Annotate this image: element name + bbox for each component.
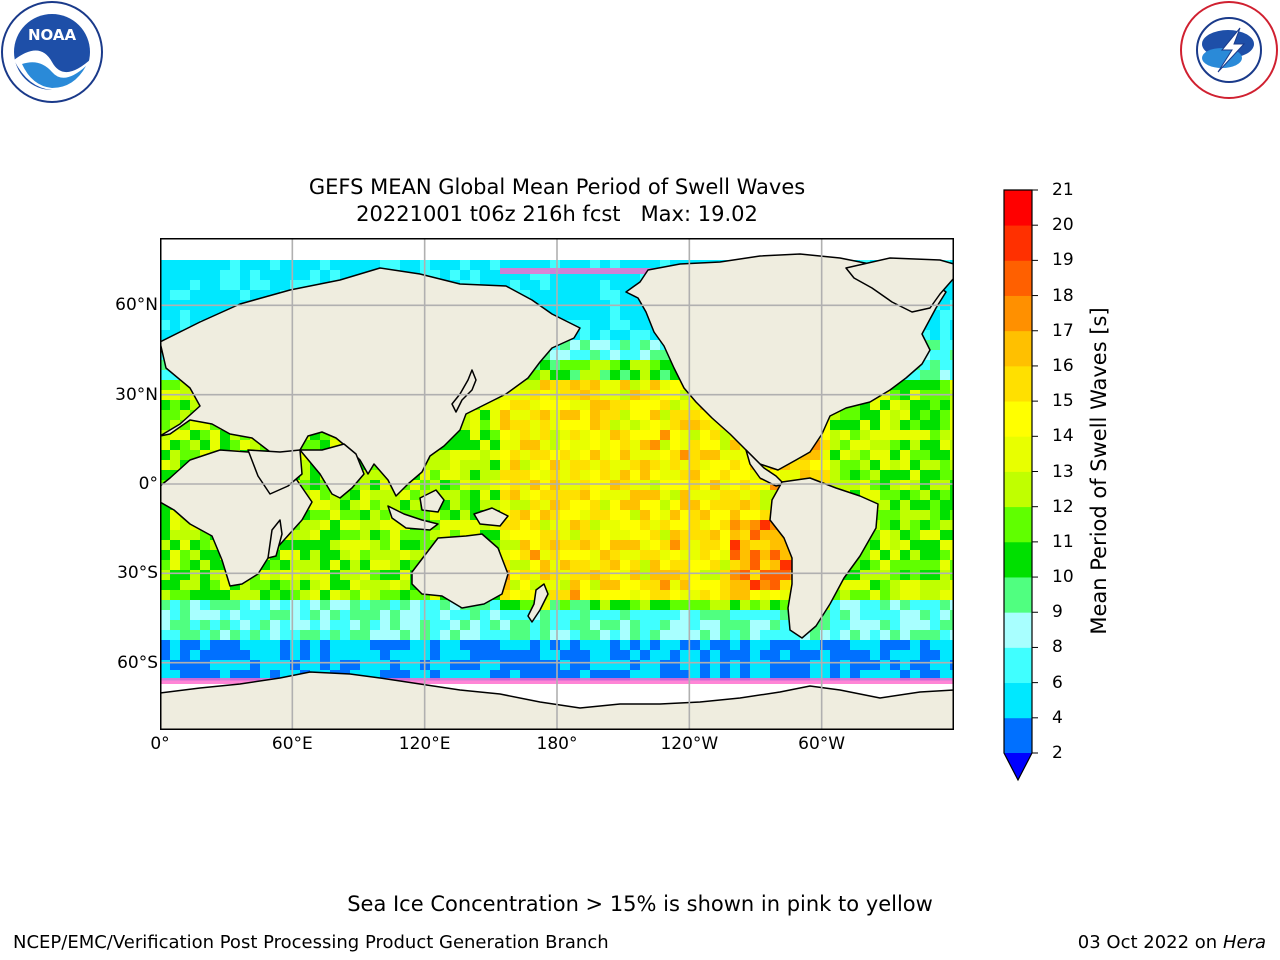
colorbar-tick-label: 14 xyxy=(1052,426,1074,447)
colorbar-under-extension xyxy=(1004,753,1032,780)
colorbar-segment xyxy=(1004,647,1032,684)
colorbar-tick-label: 6 xyxy=(1052,672,1063,693)
lon-tick-label: 120°W xyxy=(660,734,719,754)
colorbar-segment xyxy=(1004,577,1032,613)
swell-period-map xyxy=(160,238,954,730)
land-antarctica xyxy=(160,671,954,730)
colorbar-segment xyxy=(1004,471,1032,508)
colorbar-tick-label: 13 xyxy=(1052,461,1074,482)
lon-tick-label: 180° xyxy=(536,734,578,754)
colorbar-segment xyxy=(1004,506,1032,543)
colorbar-segment xyxy=(1004,330,1032,367)
lon-tick-label: 60°E xyxy=(271,734,313,754)
colorbar-segment xyxy=(1004,612,1032,648)
footer-date: 03 Oct 2022 on Hera xyxy=(1078,932,1266,954)
colorbar-segment xyxy=(1004,295,1032,332)
colorbar-tick-label: 21 xyxy=(1052,180,1074,200)
land-south-america xyxy=(769,477,879,639)
colorbar-segment xyxy=(1004,260,1032,296)
colorbar-segment xyxy=(1004,365,1032,402)
colorbar-tick-label: 19 xyxy=(1052,250,1074,271)
colorbar-tick-label: 10 xyxy=(1052,567,1074,588)
colorbar-tick-label: 8 xyxy=(1052,637,1063,658)
sea-ice-note: Sea Ice Concentration > 15% is shown in … xyxy=(347,892,933,916)
land-arabia xyxy=(247,449,303,495)
colorbar-segment xyxy=(1004,190,1032,226)
land-masses xyxy=(160,253,954,730)
colorbar xyxy=(1003,189,1038,782)
lon-tick-label: 120°E xyxy=(398,734,451,754)
footer-date-text: 03 Oct 2022 on xyxy=(1077,932,1223,953)
noaa-logo: NOAA xyxy=(0,0,104,104)
colorbar-tick-label: 12 xyxy=(1052,496,1074,517)
colorbar-segment xyxy=(1004,436,1032,472)
map-frame xyxy=(160,238,954,730)
land-australia xyxy=(411,533,509,609)
land-madagascar xyxy=(267,519,283,559)
lat-tick-label: 60°S xyxy=(117,652,158,673)
footer-machine: Hera xyxy=(1222,932,1266,953)
colorbar-segment xyxy=(1004,541,1032,578)
colorbar-tick-label: 20 xyxy=(1052,215,1074,236)
lat-tick-label: 30°S xyxy=(117,563,158,584)
colorbar-tick-label: 18 xyxy=(1052,285,1074,306)
land-japan xyxy=(451,369,477,413)
colorbar-segment xyxy=(1004,717,1032,754)
land-new-zealand xyxy=(527,583,549,623)
colorbar-tick-label: 9 xyxy=(1052,602,1063,623)
colorbar-tick-label: 16 xyxy=(1052,355,1074,376)
footer-branch: NCEP/EMC/Verification Post Processing Pr… xyxy=(13,932,609,953)
noaa-logo-text: NOAA xyxy=(28,26,77,44)
lon-tick-label: 0° xyxy=(150,734,170,754)
colorbar-tick-label: 11 xyxy=(1052,531,1074,552)
land-eurasia xyxy=(160,267,581,497)
colorbar-segment xyxy=(1004,401,1032,437)
land-borneo xyxy=(419,489,445,513)
lon-tick-label: 60°W xyxy=(798,734,846,754)
land-new-guinea xyxy=(473,507,509,527)
map-title: GEFS MEAN Global Mean Period of Swell Wa… xyxy=(308,175,806,199)
nws-logo xyxy=(1178,0,1280,100)
colorbar-tick-label: 15 xyxy=(1052,391,1074,412)
land-greenland xyxy=(845,257,954,313)
lat-tick-label: 0° xyxy=(138,474,158,494)
colorbar-segment xyxy=(1004,225,1032,261)
colorbar-tick-label: 4 xyxy=(1052,707,1063,728)
colorbar-label-text: Mean Period of Swell Waves [s] xyxy=(1087,307,1111,635)
land-indonesia xyxy=(387,505,439,531)
lat-tick-label: 60°N xyxy=(115,295,158,316)
map-gridlines xyxy=(160,238,954,730)
lat-tick-label: 30°N xyxy=(115,384,158,405)
map-subtitle: 20221001 t06z 216h fcst Max: 19.02 xyxy=(356,202,758,226)
colorbar-segment xyxy=(1004,682,1032,719)
colorbar-tick-label: 2 xyxy=(1052,743,1063,763)
colorbar-tick-label: 17 xyxy=(1052,320,1074,341)
